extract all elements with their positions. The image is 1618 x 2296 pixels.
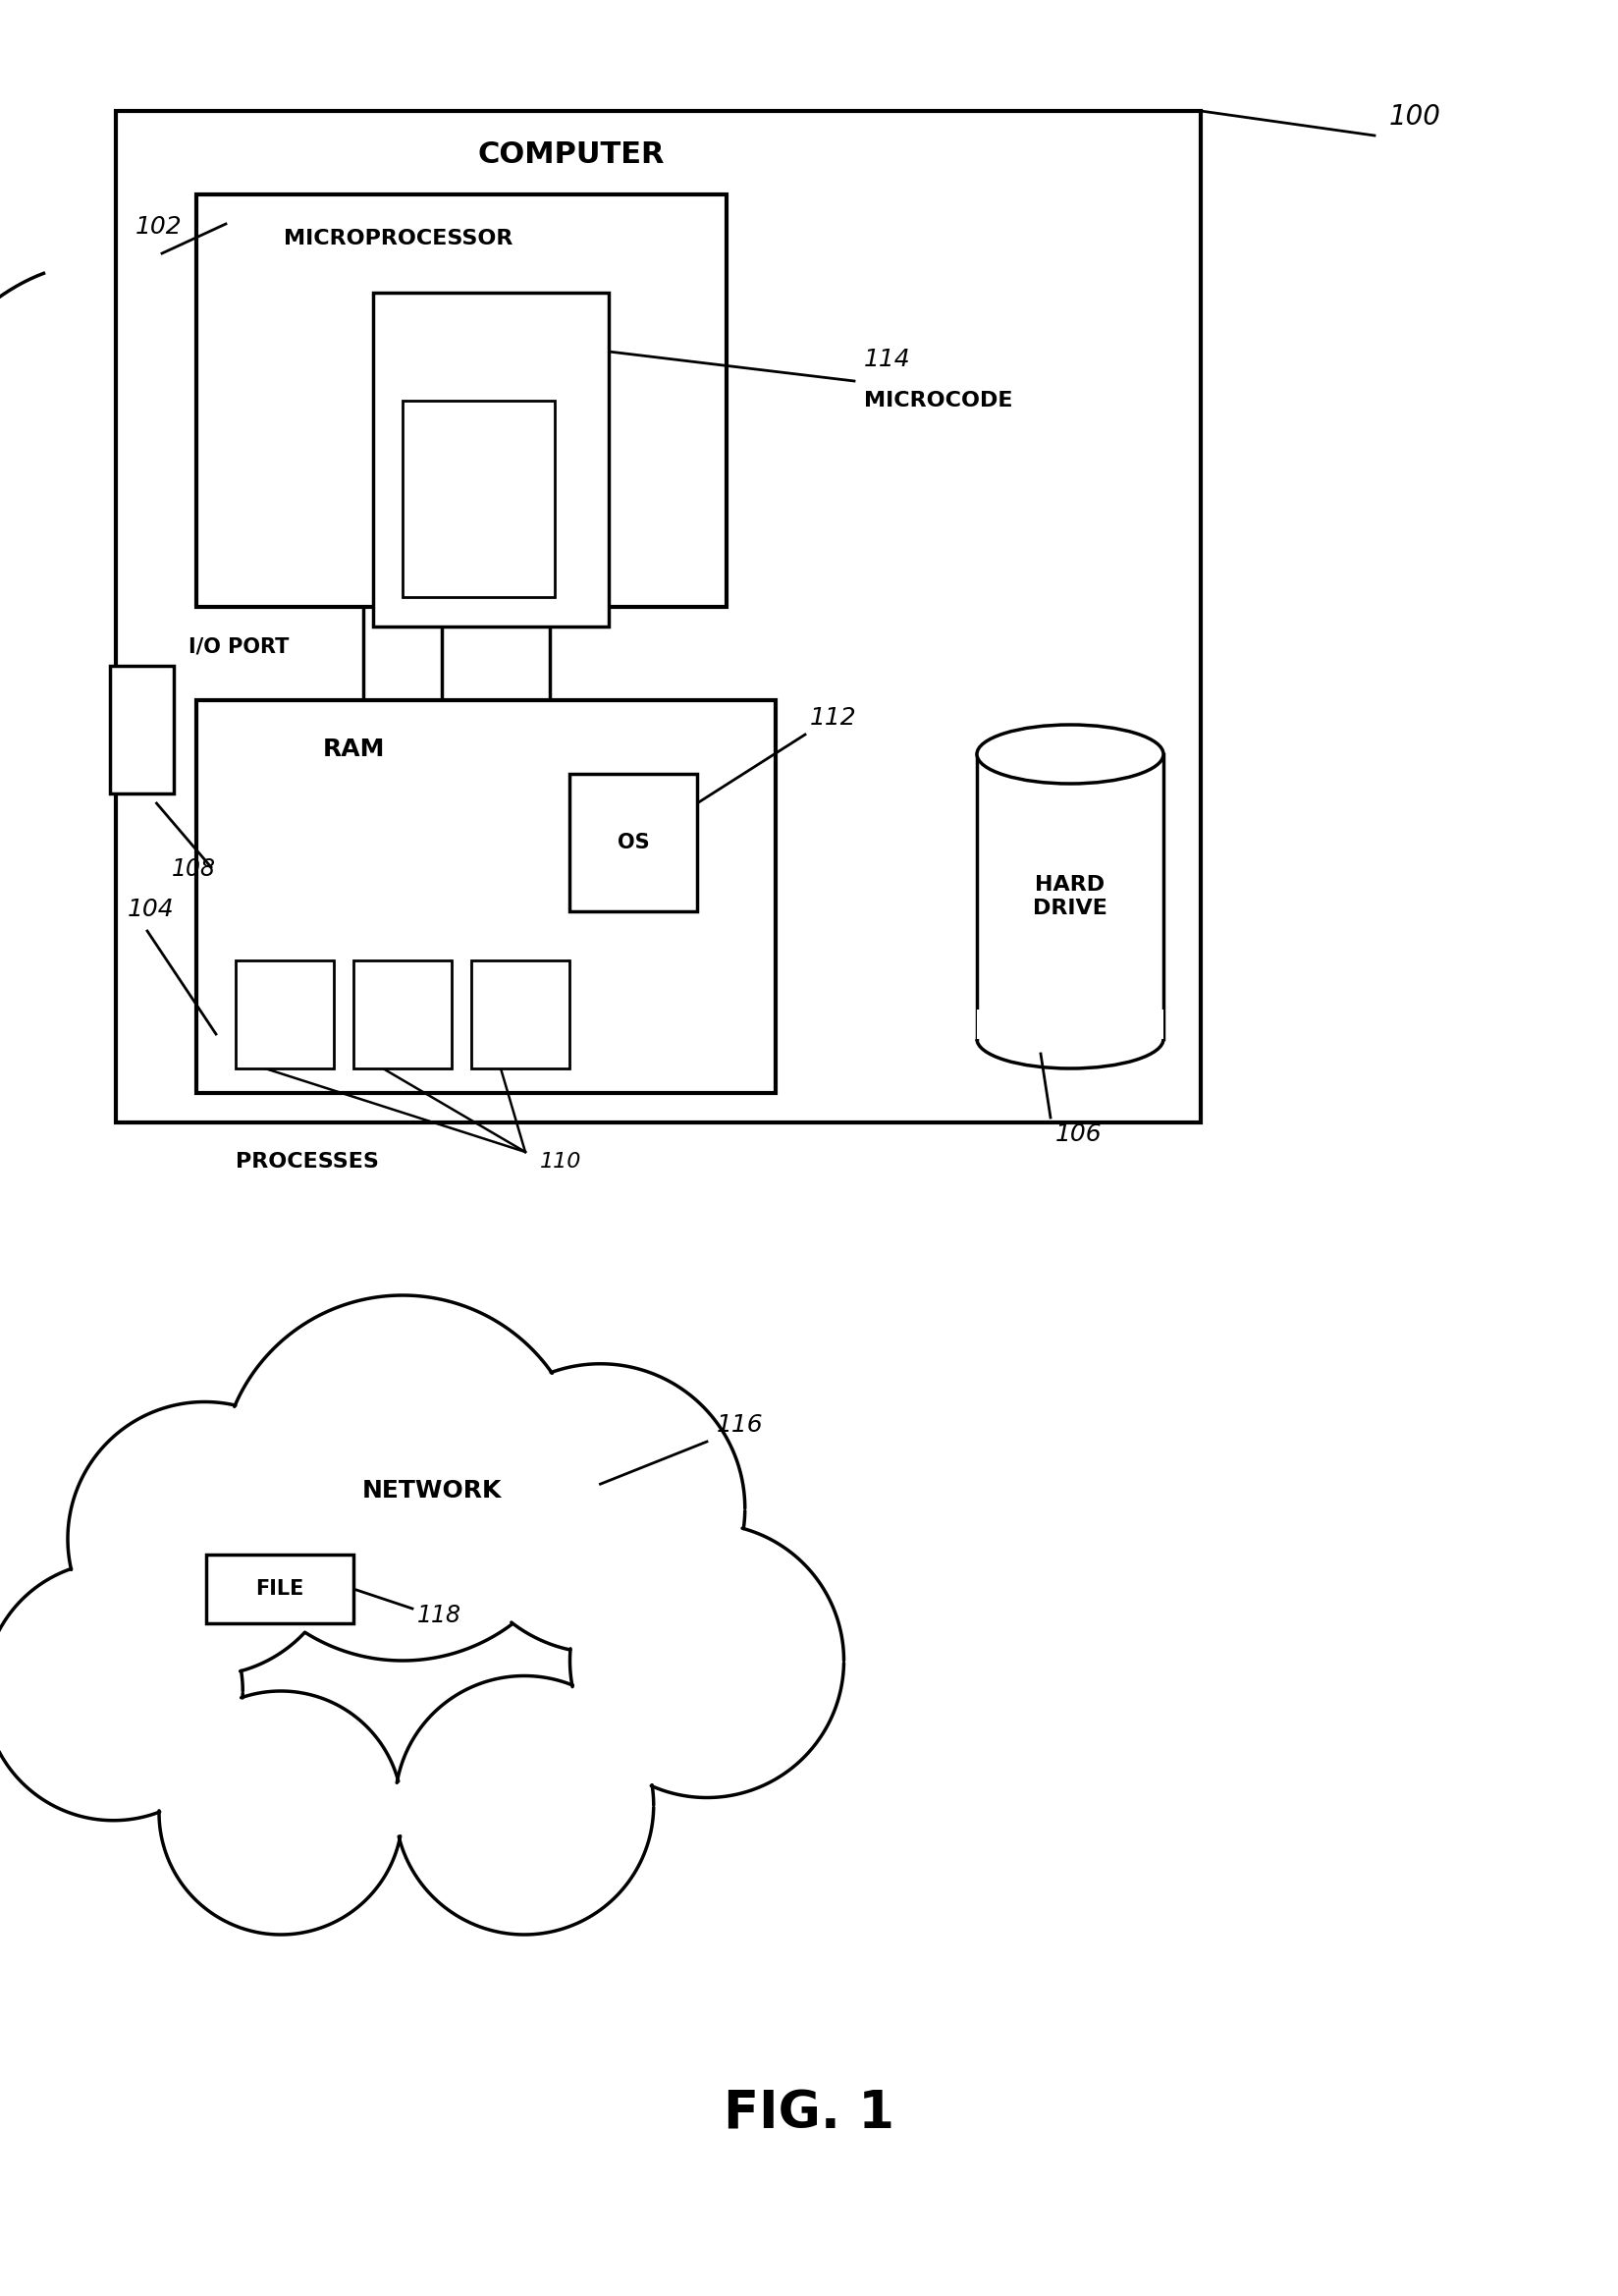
Text: 104: 104 (128, 898, 175, 921)
Text: HARD
DRIVE: HARD DRIVE (1032, 875, 1107, 918)
Bar (116, 110, 1201, 1123)
Text: 116: 116 (717, 1412, 764, 1437)
Bar (979, 1010, 1162, 1040)
Text: 100: 100 (1390, 103, 1442, 131)
Bar (110, 666, 173, 794)
Text: 108: 108 (172, 856, 215, 882)
Circle shape (159, 1692, 403, 1936)
Circle shape (456, 1364, 744, 1653)
Text: 118: 118 (417, 1603, 461, 1628)
Circle shape (68, 1403, 341, 1676)
Ellipse shape (977, 726, 1163, 783)
Bar (374, 292, 608, 627)
Circle shape (0, 1561, 243, 1821)
Text: COMPUTER: COMPUTER (477, 140, 665, 170)
Bar (977, 753, 1163, 1040)
Bar (196, 700, 775, 1093)
Bar (353, 960, 451, 1068)
Bar (205, 1554, 353, 1623)
Bar (977, 1010, 1163, 1040)
Text: OS: OS (616, 833, 649, 852)
Bar (570, 774, 697, 912)
Circle shape (395, 1676, 654, 1936)
Bar (196, 195, 726, 606)
Bar (403, 402, 555, 597)
Text: NETWORK: NETWORK (362, 1479, 502, 1502)
Text: MICROCODE: MICROCODE (864, 390, 1013, 411)
Text: 114: 114 (864, 347, 911, 372)
Circle shape (220, 1295, 586, 1660)
Text: RAM: RAM (322, 737, 385, 760)
Bar (236, 960, 333, 1068)
Text: 112: 112 (811, 707, 858, 730)
Text: 106: 106 (1055, 1123, 1102, 1146)
Circle shape (570, 1525, 845, 1798)
Text: PROCESSES: PROCESSES (236, 1153, 379, 1171)
Text: 110: 110 (540, 1153, 581, 1171)
Text: 102: 102 (136, 216, 183, 239)
Text: MICROPROCESSOR: MICROPROCESSOR (283, 230, 513, 248)
Text: FILE: FILE (256, 1580, 304, 1598)
Text: FIG. 1: FIG. 1 (723, 2089, 895, 2140)
Text: I/O PORT: I/O PORT (189, 636, 290, 657)
Bar (471, 960, 570, 1068)
